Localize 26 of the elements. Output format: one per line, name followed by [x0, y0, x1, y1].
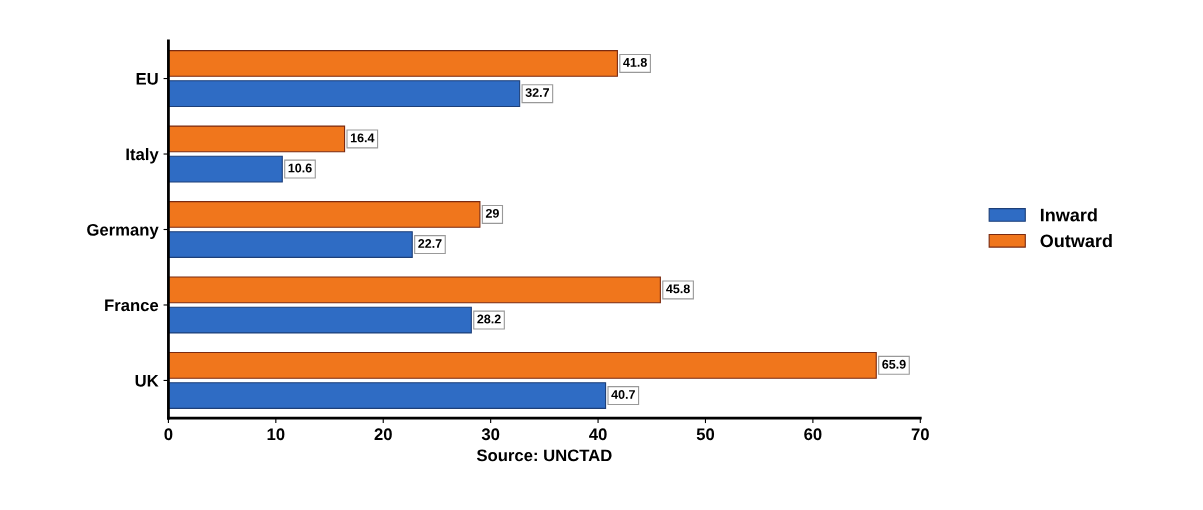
- y-tick-label: France: [105, 299, 159, 312]
- y-tick-label: Germany: [87, 223, 159, 239]
- legend-label: Inward: [1040, 208, 1097, 222]
- x-tick-label: 60: [804, 428, 822, 441]
- x-tick-label: 20: [374, 428, 392, 441]
- data-label: 22.7: [418, 239, 442, 248]
- data-label: 10.6: [288, 163, 312, 173]
- y-tick-label: EU: [136, 73, 158, 85]
- data-label: 29: [485, 208, 499, 218]
- data-label: 40.7: [611, 390, 635, 399]
- x-tick-label: 10: [267, 428, 285, 441]
- x-tick-label: 30: [481, 428, 500, 441]
- y-tick-label: Italy: [126, 147, 159, 164]
- data-label: 28.2: [477, 314, 501, 324]
- x-axis-title: Source: UNCTAD: [476, 449, 612, 462]
- data-label: 41.8: [623, 57, 647, 67]
- x-tick-label: 0: [164, 428, 173, 441]
- x-tick-label: 40: [589, 428, 607, 441]
- data-label: 16.4: [350, 133, 375, 143]
- data-label: 32.7: [525, 88, 549, 98]
- legend-label: Outward: [1040, 234, 1112, 248]
- x-tick-label: 50: [696, 428, 715, 441]
- x-tick-label: 70: [911, 428, 929, 441]
- data-label: 65.9: [882, 359, 906, 369]
- data-label: 45.8: [666, 284, 690, 294]
- y-tick-label: UK: [135, 375, 159, 387]
